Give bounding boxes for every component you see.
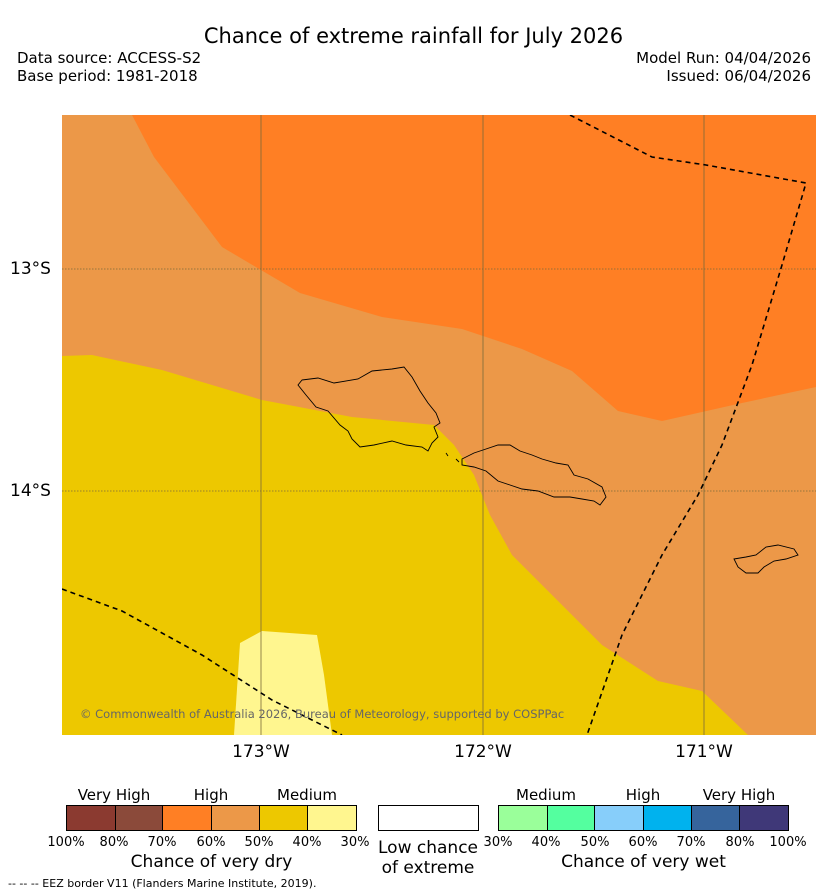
wet-swatch-70-80	[691, 806, 741, 830]
map-canvas	[62, 115, 816, 735]
wet-category-medium: Medium	[516, 786, 576, 804]
lon-label-173w: 173°W	[232, 742, 290, 762]
wet-colorbar	[498, 805, 789, 831]
wet-swatch-40-50	[547, 806, 596, 830]
upolu-island	[461, 444, 607, 506]
dry-swatch-100-80	[67, 806, 116, 830]
lon-label-171w: 171°W	[675, 742, 733, 762]
wet-tick-50: 50%	[580, 835, 610, 850]
dry-tick-100: 100%	[47, 835, 85, 850]
lat-label-14s: 14°S	[10, 481, 51, 501]
tutuila-island	[733, 544, 799, 574]
graticule	[62, 115, 816, 735]
dry-swatch-40-30	[308, 806, 357, 830]
dry-swatch-60-50	[212, 806, 260, 830]
wet-tick-30: 30%	[483, 835, 513, 850]
map-title: Chance of extreme rainfall for July 2026	[203, 24, 624, 48]
dry-tick-50: 50%	[244, 835, 274, 850]
dry-swatch-80-70	[115, 806, 164, 830]
low-chance-line2: of extreme	[381, 858, 475, 878]
copyright-text: © Commonwealth of Australia 2026, Bureau…	[80, 707, 565, 721]
eez-border-east	[569, 115, 808, 735]
wet-swatch-30-40	[499, 806, 548, 830]
eez-border	[62, 115, 808, 735]
run-info: Model Run: 04/04/2026 Issued: 06/04/2026	[636, 49, 811, 85]
dry-colorbar	[66, 805, 357, 831]
manono-apolima-islets	[445, 452, 460, 463]
wet-tick-100: 100%	[769, 835, 807, 850]
dry-category-very-high: Very High	[77, 786, 151, 804]
rainfall-map	[62, 115, 816, 735]
base-period-text: Base period: 1981-2018	[17, 67, 198, 85]
dry-tick-80: 80%	[99, 835, 129, 850]
dry-tick-60: 60%	[196, 835, 226, 850]
wet-category-high: High	[625, 786, 661, 804]
wet-tick-70: 70%	[676, 835, 706, 850]
wet-tick-80: 80%	[725, 835, 755, 850]
coastlines	[297, 366, 799, 574]
wet-swatch-50-60	[595, 806, 645, 830]
wet-tick-60: 60%	[628, 835, 658, 850]
eez-border-note: -- -- -- EEZ border V11 (Flanders Marine…	[8, 877, 317, 890]
low-chance-label: Low chance of extreme	[366, 838, 490, 878]
source-info: Data source: ACCESS-S2 Base period: 1981…	[17, 49, 201, 85]
region-high-dry-60	[132, 115, 816, 421]
dry-tick-40: 40%	[292, 835, 322, 850]
dry-category-medium: Medium	[277, 786, 337, 804]
savaii-island	[297, 366, 441, 452]
lat-label-13s: 13°S	[10, 259, 51, 279]
low-chance-swatch	[378, 805, 479, 831]
low-chance-line1: Low chance	[378, 838, 478, 858]
region-medium-dry-40	[62, 355, 748, 735]
model-run-text: Model Run: 04/04/2026	[636, 49, 811, 67]
dry-tick-30: 30%	[340, 835, 370, 850]
region-medium-dry-30	[234, 631, 332, 735]
dry-category-high: High	[193, 786, 229, 804]
wet-swatch-80-100	[740, 806, 789, 830]
dry-tick-70: 70%	[147, 835, 177, 850]
wet-swatch-60-70	[644, 806, 692, 830]
data-source-text: Data source: ACCESS-S2	[17, 49, 202, 67]
issued-text: Issued: 06/04/2026	[666, 67, 811, 85]
wet-tick-40: 40%	[531, 835, 561, 850]
dry-swatch-50-40	[259, 806, 309, 830]
wet-legend-title: Chance of very wet	[561, 852, 726, 872]
dry-swatch-70-60	[163, 806, 213, 830]
lon-label-172w: 172°W	[454, 742, 512, 762]
eez-border-southwest	[62, 588, 343, 735]
wet-category-very-high: Very High	[702, 786, 776, 804]
dry-legend-title: Chance of very dry	[130, 852, 293, 872]
